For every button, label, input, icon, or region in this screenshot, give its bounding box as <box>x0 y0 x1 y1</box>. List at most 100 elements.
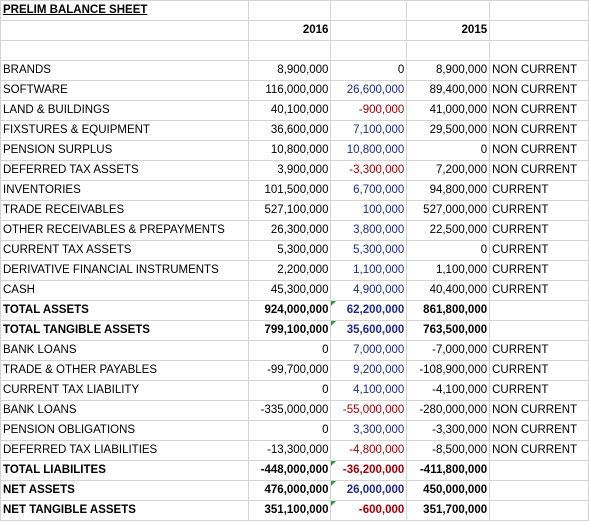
classification-cell[interactable]: CURRENT <box>489 280 589 301</box>
change-cell[interactable]: 100,000 <box>330 200 408 221</box>
classification-cell[interactable]: CURRENT <box>489 220 589 241</box>
value-2015-cell[interactable]: 450,000,000 <box>406 480 491 501</box>
classification-cell[interactable]: CURRENT <box>489 240 589 261</box>
classification-cell[interactable]: CURRENT <box>489 340 589 361</box>
change-cell[interactable]: 35,600,000 <box>330 320 408 341</box>
cell[interactable] <box>330 20 408 41</box>
value-2015-cell[interactable]: -280,000,000 <box>406 400 491 421</box>
row-label[interactable]: TOTAL LIABILITES <box>0 460 249 481</box>
value-2015-cell[interactable]: 8,900,000 <box>406 60 491 81</box>
row-label[interactable]: PENSION OBLIGATIONS <box>0 420 249 441</box>
value-2016-cell[interactable]: 2,200,000 <box>247 260 332 281</box>
value-2016-cell[interactable]: 101,500,000 <box>247 180 332 201</box>
value-2016-cell[interactable]: 799,100,000 <box>247 320 332 341</box>
value-2016-cell[interactable]: -13,300,000 <box>247 440 332 461</box>
value-2015-cell[interactable]: 763,500,000 <box>406 320 491 341</box>
row-label[interactable]: INVENTORIES <box>0 180 249 201</box>
row-label[interactable]: SOFTWARE <box>0 80 249 101</box>
value-2016-cell[interactable]: 45,300,000 <box>247 280 332 301</box>
change-cell[interactable]: 7,000,000 <box>330 340 408 361</box>
sheet-title[interactable]: PRELIM BALANCE SHEET <box>0 0 249 21</box>
value-2015-cell[interactable]: 861,800,000 <box>406 300 491 321</box>
classification-cell[interactable]: NON CURRENT <box>489 400 589 421</box>
value-2016-cell[interactable]: -335,000,000 <box>247 400 332 421</box>
change-cell[interactable]: -4,800,000 <box>330 440 408 461</box>
cell[interactable] <box>489 40 589 61</box>
classification-cell[interactable] <box>489 460 589 481</box>
value-2016-cell[interactable]: 116,000,000 <box>247 80 332 101</box>
cell[interactable] <box>330 40 408 61</box>
change-cell[interactable]: 0 <box>330 60 408 81</box>
row-label[interactable]: TRADE RECEIVABLES <box>0 200 249 221</box>
value-2016-cell[interactable]: 5,300,000 <box>247 240 332 261</box>
cell[interactable] <box>406 0 491 21</box>
cell[interactable] <box>330 0 408 21</box>
change-cell[interactable]: 3,300,000 <box>330 420 408 441</box>
value-2016-cell[interactable]: 527,100,000 <box>247 200 332 221</box>
change-cell[interactable]: -600,000 <box>330 500 408 521</box>
cell[interactable] <box>489 20 589 41</box>
cell[interactable] <box>489 0 589 21</box>
change-cell[interactable]: -55,000,000 <box>330 400 408 421</box>
value-2016-cell[interactable]: 36,600,000 <box>247 120 332 141</box>
row-label[interactable]: TOTAL ASSETS <box>0 300 249 321</box>
change-cell[interactable]: 10,800,000 <box>330 140 408 161</box>
change-cell[interactable]: 9,200,000 <box>330 360 408 381</box>
value-2016-cell[interactable]: 476,000,000 <box>247 480 332 501</box>
classification-cell[interactable]: CURRENT <box>489 360 589 381</box>
row-label[interactable]: NET TANGIBLE ASSETS <box>0 500 249 521</box>
classification-cell[interactable]: CURRENT <box>489 180 589 201</box>
classification-cell[interactable]: CURRENT <box>489 380 589 401</box>
classification-cell[interactable]: NON CURRENT <box>489 80 589 101</box>
classification-cell[interactable]: NON CURRENT <box>489 160 589 181</box>
value-2015-cell[interactable]: 0 <box>406 240 491 261</box>
row-label[interactable]: BANK LOANS <box>0 400 249 421</box>
classification-cell[interactable]: NON CURRENT <box>489 100 589 121</box>
cell[interactable] <box>247 0 332 21</box>
value-2015-cell[interactable]: 351,700,000 <box>406 500 491 521</box>
value-2015-cell[interactable]: 41,000,000 <box>406 100 491 121</box>
classification-cell[interactable]: NON CURRENT <box>489 440 589 461</box>
row-label[interactable]: TRADE & OTHER PAYABLES <box>0 360 249 381</box>
value-2016-cell[interactable]: 10,800,000 <box>247 140 332 161</box>
value-2015-cell[interactable]: 527,000,000 <box>406 200 491 221</box>
value-2016-cell[interactable]: 26,300,000 <box>247 220 332 241</box>
change-cell[interactable]: -900,000 <box>330 100 408 121</box>
classification-cell[interactable]: NON CURRENT <box>489 60 589 81</box>
value-2015-cell[interactable]: -7,000,000 <box>406 340 491 361</box>
value-2016-cell[interactable]: 0 <box>247 380 332 401</box>
change-cell[interactable]: 62,200,000 <box>330 300 408 321</box>
row-label[interactable]: OTHER RECEIVABLES & PREPAYMENTS <box>0 220 249 241</box>
change-cell[interactable]: 4,100,000 <box>330 380 408 401</box>
value-2015-cell[interactable]: -3,300,000 <box>406 420 491 441</box>
row-label[interactable]: CURRENT TAX LIABILITY <box>0 380 249 401</box>
row-label[interactable]: CURRENT TAX ASSETS <box>0 240 249 261</box>
classification-cell[interactable]: NON CURRENT <box>489 120 589 141</box>
change-cell[interactable]: 5,300,000 <box>330 240 408 261</box>
classification-cell[interactable] <box>489 480 589 501</box>
value-2015-cell[interactable]: -411,800,000 <box>406 460 491 481</box>
classification-cell[interactable]: CURRENT <box>489 200 589 221</box>
row-label[interactable]: TOTAL TANGIBLE ASSETS <box>0 320 249 341</box>
value-2016-cell[interactable]: 0 <box>247 420 332 441</box>
classification-cell[interactable] <box>489 500 589 521</box>
value-2015-cell[interactable]: 89,400,000 <box>406 80 491 101</box>
value-2016-cell[interactable]: -448,000,000 <box>247 460 332 481</box>
change-cell[interactable]: 26,600,000 <box>330 80 408 101</box>
cell[interactable] <box>247 40 332 61</box>
classification-cell[interactable] <box>489 320 589 341</box>
row-label[interactable]: BRANDS <box>0 60 249 81</box>
row-label[interactable]: CASH <box>0 280 249 301</box>
value-2015-cell[interactable]: -4,100,000 <box>406 380 491 401</box>
value-2016-cell[interactable]: -99,700,000 <box>247 360 332 381</box>
year-2015-header[interactable]: 2015 <box>406 20 491 41</box>
value-2015-cell[interactable]: 1,100,000 <box>406 260 491 281</box>
change-cell[interactable]: 3,800,000 <box>330 220 408 241</box>
change-cell[interactable]: 6,700,000 <box>330 180 408 201</box>
change-cell[interactable]: 7,100,000 <box>330 120 408 141</box>
value-2016-cell[interactable]: 8,900,000 <box>247 60 332 81</box>
cell[interactable] <box>0 20 249 41</box>
year-2016-header[interactable]: 2016 <box>247 20 332 41</box>
classification-cell[interactable] <box>489 300 589 321</box>
row-label[interactable]: DEFERRED TAX ASSETS <box>0 160 249 181</box>
